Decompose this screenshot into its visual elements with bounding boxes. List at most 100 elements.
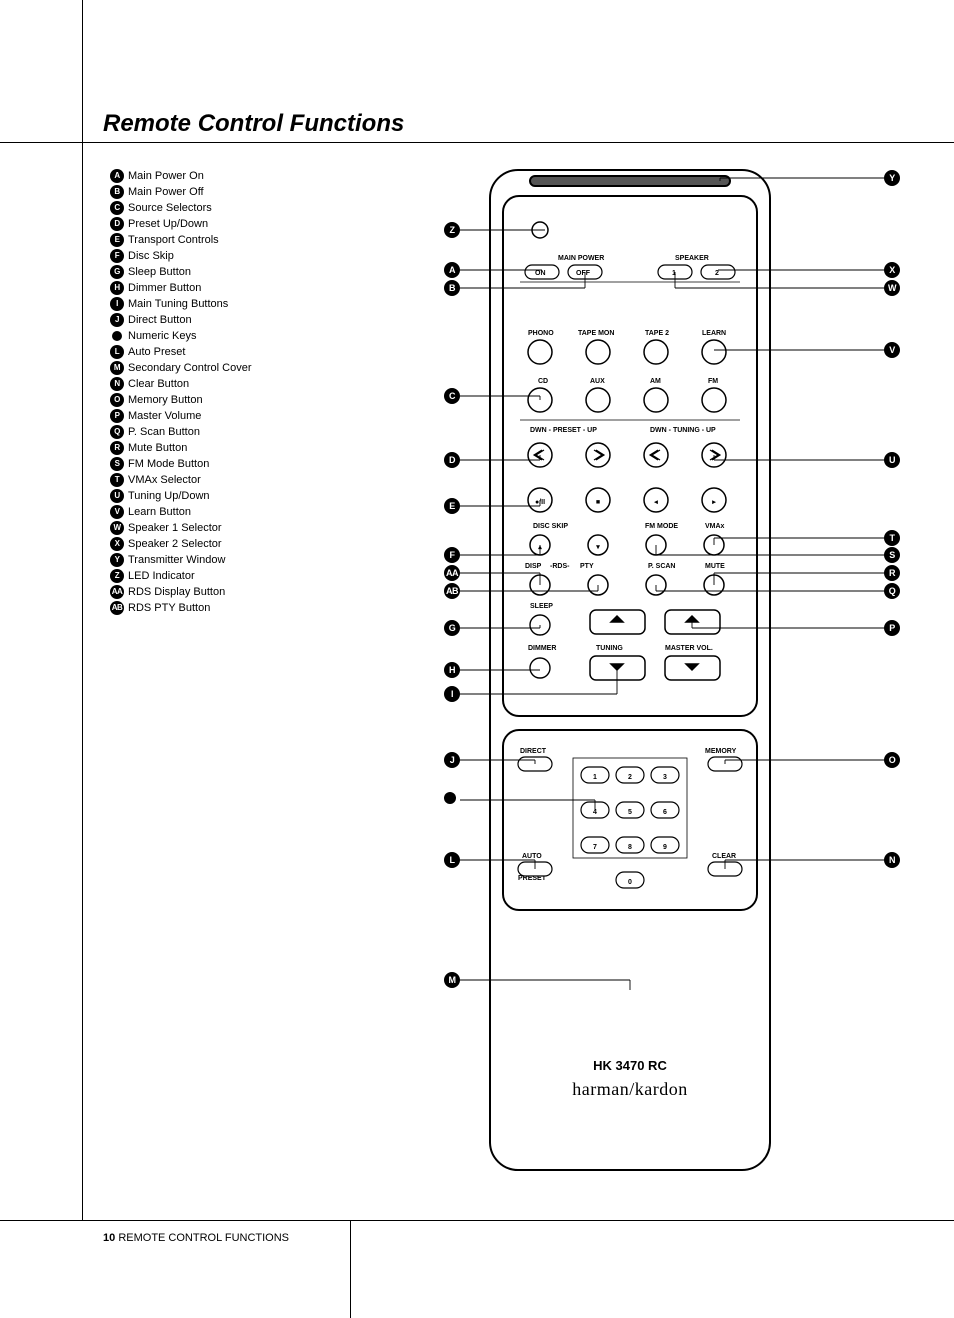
- svg-text:AUX: AUX: [590, 378, 605, 385]
- callout-marker-B: B: [444, 280, 460, 296]
- legend-row: RMute Button: [110, 440, 252, 456]
- callout-marker: N: [110, 377, 124, 391]
- svg-text:FM MODE: FM MODE: [645, 523, 678, 530]
- callout-marker: X: [110, 537, 124, 551]
- legend-row: HDimmer Button: [110, 280, 252, 296]
- legend-row: Z LED Indicator: [110, 568, 252, 584]
- legend-row: ETransport Controls: [110, 232, 252, 248]
- svg-text:DISC SKIP: DISC SKIP: [533, 523, 568, 530]
- callout-marker-AB: AB: [444, 583, 460, 599]
- callout-marker: M: [110, 361, 124, 375]
- legend-row: JDirect Button: [110, 312, 252, 328]
- legend-label: Transmitter Window: [128, 552, 225, 568]
- svg-text:◂: ◂: [653, 499, 658, 506]
- svg-text:SPEAKER: SPEAKER: [675, 255, 709, 262]
- legend-row: AA RDS Display Button: [110, 584, 252, 600]
- callout-marker: B: [110, 185, 124, 199]
- svg-text:1: 1: [593, 774, 597, 781]
- svg-text:SLEEP: SLEEP: [530, 603, 553, 610]
- page-title: Remote Control Functions: [103, 110, 404, 138]
- rule-bottom: [0, 1220, 954, 1221]
- legend-label: Dimmer Button: [128, 280, 201, 296]
- legend-row: MSecondary Control Cover: [110, 360, 252, 376]
- callout-marker: Q: [110, 425, 124, 439]
- footer-text: REMOTE CONTROL FUNCTIONS: [118, 1232, 289, 1244]
- svg-text:ON: ON: [535, 270, 546, 277]
- legend-label: LED Indicator: [128, 568, 195, 584]
- svg-text:MASTER VOL.: MASTER VOL.: [665, 645, 713, 652]
- svg-text:7: 7: [593, 844, 597, 851]
- callout-marker: O: [110, 393, 124, 407]
- callout-marker: I: [110, 297, 124, 311]
- callout-marker-Z: Z: [444, 222, 460, 238]
- legend-label: Main Power Off: [128, 184, 204, 200]
- svg-text:▾: ▾: [595, 544, 600, 551]
- callout-marker: C: [110, 201, 124, 215]
- legend-label: Tuning Up/Down: [128, 488, 210, 504]
- legend-list: AMain Power OnBMain Power OffCSource Sel…: [110, 168, 252, 616]
- callout-marker-Q: Q: [884, 583, 900, 599]
- legend-label: Clear Button: [128, 376, 189, 392]
- callout-marker: U: [110, 489, 124, 503]
- callout-marker: AA: [110, 585, 124, 599]
- legend-label: Master Volume: [128, 408, 201, 424]
- legend-label: RDS PTY Button: [128, 600, 210, 616]
- callout-marker: S: [110, 457, 124, 471]
- callout-marker-P: P: [884, 620, 900, 636]
- svg-text:TAPE 2: TAPE 2: [645, 330, 669, 337]
- svg-text:-RDS-: -RDS-: [550, 563, 570, 570]
- callout-marker-A: A: [444, 262, 460, 278]
- legend-label: RDS Display Button: [128, 584, 225, 600]
- legend-label: Mute Button: [128, 440, 187, 456]
- legend-label: Speaker 1 Selector: [128, 520, 222, 536]
- svg-text:CLEAR: CLEAR: [712, 853, 736, 860]
- legend-row: DPreset Up/Down: [110, 216, 252, 232]
- legend-row: XSpeaker 2 Selector: [110, 536, 252, 552]
- svg-text:4: 4: [593, 809, 597, 816]
- legend-row: AMain Power On: [110, 168, 252, 184]
- callout-marker: Y: [110, 553, 124, 567]
- legend-row: GSleep Button: [110, 264, 252, 280]
- svg-text:0: 0: [628, 879, 632, 886]
- legend-row: W Speaker 1 Selector: [110, 520, 252, 536]
- callout-marker: J: [110, 313, 124, 327]
- legend-row: TVMAx Selector: [110, 472, 252, 488]
- svg-text:MAIN POWER: MAIN POWER: [558, 255, 604, 262]
- svg-text:P. SCAN: P. SCAN: [648, 563, 676, 570]
- legend-label: Learn Button: [128, 504, 191, 520]
- svg-text:2: 2: [628, 774, 632, 781]
- legend-row: S FM Mode Button: [110, 456, 252, 472]
- legend-label: FM Mode Button: [128, 456, 209, 472]
- legend-row: O Memory Button: [110, 392, 252, 408]
- callout-marker: Z: [110, 569, 124, 583]
- footer: 10 REMOTE CONTROL FUNCTIONS: [103, 1232, 289, 1244]
- rule-top: [0, 142, 954, 143]
- legend-row: U Tuning Up/Down: [110, 488, 252, 504]
- callout-marker-C: C: [444, 388, 460, 404]
- svg-text:OFF: OFF: [576, 270, 591, 277]
- legend-label: Transport Controls: [128, 232, 219, 248]
- callout-marker-L: L: [444, 852, 460, 868]
- callout-marker: V: [110, 505, 124, 519]
- callout-marker-F: F: [444, 547, 460, 563]
- svg-text:TAPE MON: TAPE MON: [578, 330, 614, 337]
- callout-marker-Y: Y: [884, 170, 900, 186]
- svg-text:5: 5: [628, 809, 632, 816]
- remote-diagram: MAIN POWER SPEAKER ON OFF 1 2 PHONO TAPE…: [440, 160, 920, 1200]
- legend-label: Main Tuning Buttons: [128, 296, 228, 312]
- svg-text:6: 6: [663, 809, 667, 816]
- legend-row: PMaster Volume: [110, 408, 252, 424]
- callout-marker-T: T: [884, 530, 900, 546]
- callout-marker-H: H: [444, 662, 460, 678]
- callout-marker-J: J: [444, 752, 460, 768]
- rule-center: [350, 1220, 351, 1318]
- callout-marker: W: [110, 521, 124, 535]
- callout-marker-R: R: [884, 565, 900, 581]
- svg-text:harman/kardon: harman/kardon: [572, 1079, 687, 1099]
- svg-text:FM: FM: [708, 378, 718, 385]
- svg-text:2: 2: [715, 270, 719, 277]
- legend-label: VMAx Selector: [128, 472, 201, 488]
- svg-text:DISP: DISP: [525, 563, 542, 570]
- callout-marker-X: X: [884, 262, 900, 278]
- legend-label: Memory Button: [128, 392, 203, 408]
